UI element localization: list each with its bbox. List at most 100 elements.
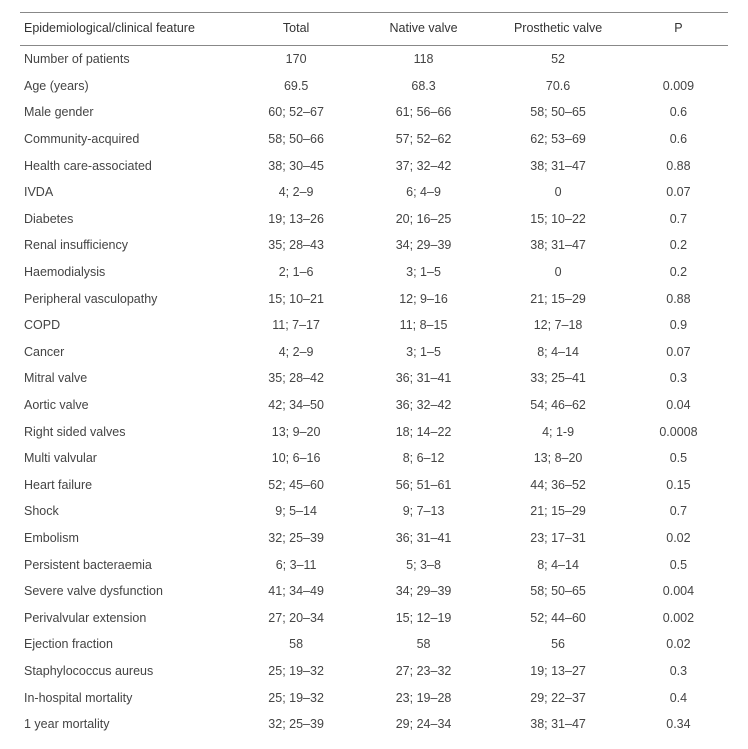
value-cell: 35; 28–43 — [232, 232, 359, 259]
value-cell: 27; 23–32 — [360, 658, 487, 685]
table-row: Male gender60; 52–6761; 56–6658; 50–650.… — [20, 99, 728, 126]
table-row: Diabetes19; 13–2620; 16–2515; 10–220.7 — [20, 206, 728, 233]
value-cell: 37; 32–42 — [360, 152, 487, 179]
table-row: IVDA4; 2–96; 4–900.07 — [20, 179, 728, 206]
feature-cell: Diabetes — [20, 206, 232, 233]
value-cell: 70.6 — [487, 73, 629, 100]
value-cell: 0.2 — [629, 259, 728, 286]
value-cell: 32; 25–39 — [232, 525, 359, 552]
value-cell: 0.3 — [629, 365, 728, 392]
value-cell: 0.6 — [629, 99, 728, 126]
value-cell: 36; 32–42 — [360, 392, 487, 419]
value-cell: 25; 19–32 — [232, 684, 359, 711]
feature-cell: Perivalvular extension — [20, 604, 232, 631]
value-cell: 21; 15–29 — [487, 498, 629, 525]
table-row: Perivalvular extension27; 20–3415; 12–19… — [20, 604, 728, 631]
value-cell — [629, 46, 728, 73]
table-row: Multi valvular10; 6–168; 6–1213; 8–200.5 — [20, 445, 728, 472]
feature-cell: In-hospital mortality — [20, 684, 232, 711]
value-cell: 0.34 — [629, 711, 728, 738]
value-cell: 23; 19–28 — [360, 684, 487, 711]
value-cell: 8; 4–14 — [487, 339, 629, 366]
value-cell: 0.04 — [629, 392, 728, 419]
value-cell: 13; 9–20 — [232, 418, 359, 445]
table-row: Persistent bacteraemia6; 3–115; 3–88; 4–… — [20, 551, 728, 578]
table-row: Health care-associated38; 30–4537; 32–42… — [20, 152, 728, 179]
value-cell: 68.3 — [360, 73, 487, 100]
value-cell: 0.009 — [629, 73, 728, 100]
value-cell: 52; 44–60 — [487, 604, 629, 631]
value-cell: 20; 16–25 — [360, 206, 487, 233]
table-row: Ejection fraction5858560.02 — [20, 631, 728, 658]
value-cell: 12; 9–16 — [360, 285, 487, 312]
value-cell: 9; 5–14 — [232, 498, 359, 525]
value-cell: 15; 12–19 — [360, 604, 487, 631]
col-header-p: P — [629, 13, 728, 46]
feature-cell: Multi valvular — [20, 445, 232, 472]
table-row: Heart failure52; 45–6056; 51–6144; 36–52… — [20, 472, 728, 499]
value-cell: 0.0008 — [629, 418, 728, 445]
value-cell: 38; 31–47 — [487, 711, 629, 738]
table-row: Peripheral vasculopathy15; 10–2112; 9–16… — [20, 285, 728, 312]
value-cell: 4; 1-9 — [487, 418, 629, 445]
feature-cell: Male gender — [20, 99, 232, 126]
value-cell: 44; 36–52 — [487, 472, 629, 499]
value-cell: 3; 1–5 — [360, 339, 487, 366]
feature-cell: IVDA — [20, 179, 232, 206]
value-cell: 56; 51–61 — [360, 472, 487, 499]
value-cell: 0.02 — [629, 525, 728, 552]
value-cell: 15; 10–21 — [232, 285, 359, 312]
value-cell: 38; 31–47 — [487, 152, 629, 179]
value-cell: 58 — [232, 631, 359, 658]
col-header-feature: Epidemiological/clinical feature — [20, 13, 232, 46]
value-cell: 0.004 — [629, 578, 728, 605]
value-cell: 21; 15–29 — [487, 285, 629, 312]
col-header-total: Total — [232, 13, 359, 46]
value-cell: 29; 22–37 — [487, 684, 629, 711]
table-row: Renal insufficiency35; 28–4334; 29–3938;… — [20, 232, 728, 259]
value-cell: 12; 7–18 — [487, 312, 629, 339]
value-cell: 13; 8–20 — [487, 445, 629, 472]
value-cell: 0.3 — [629, 658, 728, 685]
value-cell: 0.5 — [629, 445, 728, 472]
value-cell: 4; 2–9 — [232, 339, 359, 366]
value-cell: 0.88 — [629, 285, 728, 312]
feature-cell: Renal insufficiency — [20, 232, 232, 259]
value-cell: 6; 4–9 — [360, 179, 487, 206]
value-cell: 0.7 — [629, 498, 728, 525]
value-cell: 56 — [487, 631, 629, 658]
value-cell: 8; 4–14 — [487, 551, 629, 578]
feature-cell: COPD — [20, 312, 232, 339]
value-cell: 0.07 — [629, 179, 728, 206]
table-body: Number of patients17011852Age (years)69.… — [20, 46, 728, 738]
value-cell: 118 — [360, 46, 487, 73]
value-cell: 0 — [487, 179, 629, 206]
value-cell: 10; 6–16 — [232, 445, 359, 472]
value-cell: 61; 56–66 — [360, 99, 487, 126]
value-cell: 41; 34–49 — [232, 578, 359, 605]
value-cell: 38; 30–45 — [232, 152, 359, 179]
feature-cell: Staphylococcus aureus — [20, 658, 232, 685]
value-cell: 5; 3–8 — [360, 551, 487, 578]
feature-cell: Age (years) — [20, 73, 232, 100]
value-cell: 58; 50–65 — [487, 99, 629, 126]
value-cell: 35; 28–42 — [232, 365, 359, 392]
table-row: In-hospital mortality25; 19–3223; 19–282… — [20, 684, 728, 711]
col-header-prosthetic: Prosthetic valve — [487, 13, 629, 46]
value-cell: 23; 17–31 — [487, 525, 629, 552]
value-cell: 11; 8–15 — [360, 312, 487, 339]
value-cell: 0.4 — [629, 684, 728, 711]
feature-cell: Embolism — [20, 525, 232, 552]
value-cell: 54; 46–62 — [487, 392, 629, 419]
value-cell: 32; 25–39 — [232, 711, 359, 738]
feature-cell: Persistent bacteraemia — [20, 551, 232, 578]
table-row: COPD11; 7–1711; 8–1512; 7–180.9 — [20, 312, 728, 339]
feature-cell: Haemodialysis — [20, 259, 232, 286]
feature-cell: 1 year mortality — [20, 711, 232, 738]
table-row: Number of patients17011852 — [20, 46, 728, 73]
value-cell: 0.7 — [629, 206, 728, 233]
feature-cell: Ejection fraction — [20, 631, 232, 658]
clinical-features-table: Epidemiological/clinical feature Total N… — [20, 12, 728, 737]
value-cell: 2; 1–6 — [232, 259, 359, 286]
value-cell: 18; 14–22 — [360, 418, 487, 445]
